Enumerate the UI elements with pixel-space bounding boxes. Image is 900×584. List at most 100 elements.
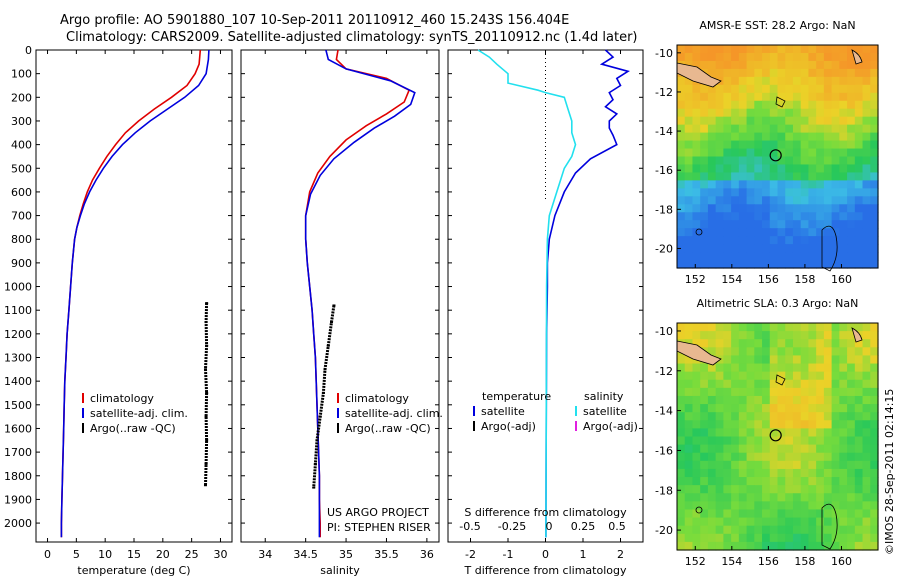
map-cell	[677, 412, 686, 421]
map-cell	[870, 116, 879, 126]
map-cell	[862, 395, 871, 405]
map-cell	[684, 220, 694, 229]
map-cell	[692, 541, 701, 551]
map-cell	[808, 76, 817, 86]
map-cell	[823, 485, 833, 494]
map-cell	[854, 452, 864, 462]
map-cell	[870, 188, 879, 197]
map-cell	[746, 363, 755, 373]
map-cell	[816, 533, 825, 543]
map-cell	[854, 460, 864, 470]
x-tick-label: 30	[213, 548, 227, 561]
map-cell	[808, 363, 817, 373]
y-tick-label: -16	[655, 164, 673, 177]
map-cell	[692, 108, 701, 118]
map-cell	[707, 228, 717, 237]
map-cell	[754, 323, 763, 332]
map-cell	[777, 541, 786, 551]
map-cell	[862, 477, 871, 486]
map-cell	[754, 412, 763, 421]
map-cell	[823, 252, 833, 261]
map-cell	[715, 164, 724, 174]
map-cell	[816, 444, 825, 454]
map-cell	[816, 204, 825, 213]
map-cell	[754, 331, 763, 340]
map-cell	[738, 52, 748, 62]
annotation-pi: PI: STEPHEN RISER	[327, 521, 431, 534]
map-cell	[831, 68, 840, 78]
map-cell	[800, 444, 810, 454]
map-cell	[746, 196, 755, 205]
map-cell	[831, 404, 840, 413]
map-cell	[777, 260, 786, 269]
legend-swatch	[575, 421, 577, 431]
map-cell	[700, 212, 709, 221]
map-cell	[723, 92, 732, 102]
map-cell	[677, 460, 686, 470]
map-cell	[738, 477, 748, 486]
map-cell	[777, 395, 786, 405]
map-title: Altimetric SLA: 0.3 Argo: NaN	[697, 297, 859, 310]
map-cell	[785, 212, 794, 221]
map-cell	[762, 108, 771, 118]
map-cell	[854, 124, 864, 134]
map-cell	[746, 212, 755, 221]
map-cell	[831, 355, 840, 365]
map-cell	[731, 68, 740, 78]
map-cell	[823, 363, 833, 373]
map-cell	[684, 196, 694, 205]
map-cell	[700, 420, 709, 429]
map-cell	[731, 100, 740, 110]
map-cell	[692, 236, 701, 245]
map-cell	[738, 387, 748, 397]
map-cell	[715, 371, 724, 381]
map-cell	[723, 132, 732, 142]
map-cell	[854, 188, 864, 197]
map-cell	[746, 533, 755, 543]
map-cell	[723, 541, 732, 551]
map-cell	[870, 228, 879, 237]
map-cell	[808, 244, 817, 253]
map-cell	[831, 236, 840, 245]
map-cell	[808, 387, 817, 397]
map-cell	[800, 108, 810, 118]
map-cell	[839, 244, 848, 253]
map-cell	[738, 60, 748, 70]
map-cell	[715, 493, 724, 502]
map-cell	[847, 525, 856, 535]
map-cell	[816, 460, 825, 470]
island-shape	[851, 49, 863, 65]
map-cell	[715, 236, 724, 245]
map-cell	[707, 164, 717, 174]
map-cell	[731, 525, 740, 535]
map-cell	[854, 132, 864, 142]
map-cell	[738, 371, 748, 381]
map-cell	[692, 436, 701, 446]
x-axis-label: salinity	[320, 564, 360, 577]
map-cell	[700, 444, 709, 454]
map-cell	[839, 188, 848, 197]
map-cell	[723, 188, 732, 197]
map-cell	[800, 164, 810, 174]
map-cell	[746, 116, 755, 126]
map-cell	[746, 509, 755, 519]
map-cell	[777, 444, 786, 454]
map-cell	[769, 331, 779, 340]
map-cell	[754, 355, 763, 365]
map-cell	[723, 52, 732, 62]
map-cell	[677, 452, 686, 462]
map-cell	[831, 485, 840, 494]
map-cell	[684, 436, 694, 446]
map-cell	[677, 140, 686, 150]
map-cell	[731, 387, 740, 397]
map-cell	[870, 371, 879, 381]
map-cell	[723, 468, 732, 478]
map-cell	[769, 477, 779, 486]
map-cell	[731, 371, 740, 381]
x-tick-label: 158	[794, 555, 815, 568]
map-cell	[677, 485, 686, 494]
map-cell	[792, 244, 802, 253]
map-cell	[800, 212, 810, 221]
map-cell	[854, 84, 864, 94]
map-cell	[754, 68, 763, 78]
